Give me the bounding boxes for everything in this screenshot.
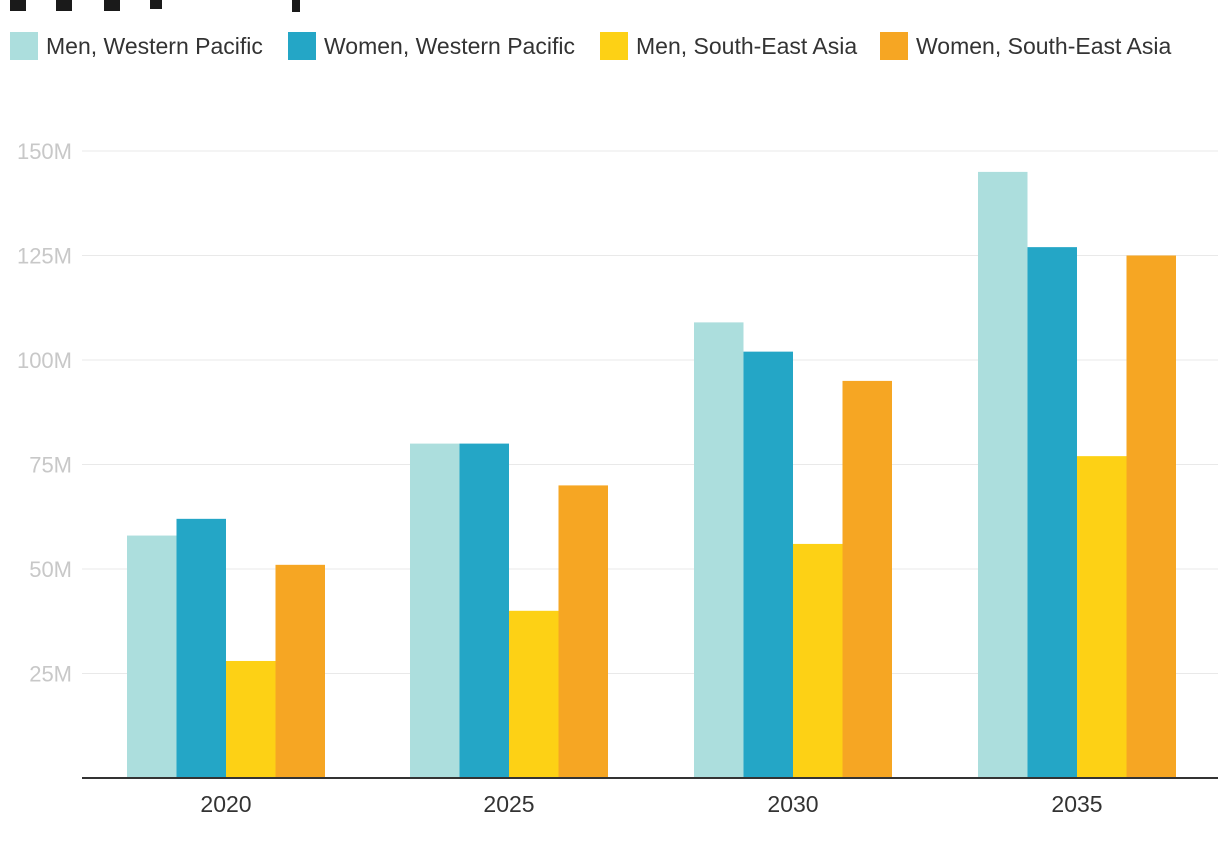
bar: [509, 610, 559, 778]
bar: [1126, 255, 1176, 778]
bar: [842, 380, 892, 778]
legend: Men, Western Pacific Women, Western Pacif…: [10, 32, 1171, 60]
y-tick-label: 50M: [29, 557, 72, 582]
legend-label: Men, Western Pacific: [46, 33, 263, 59]
bar: [459, 443, 509, 778]
bar: [558, 485, 608, 778]
bar: [793, 543, 843, 778]
y-tick-label: 150M: [17, 139, 72, 164]
bar: [1077, 456, 1127, 778]
bar: [694, 322, 744, 778]
y-tick-label: 25M: [29, 662, 72, 687]
legend-item: Men, Western Pacific: [10, 32, 263, 60]
bar: [743, 351, 793, 778]
y-tick-label: 125M: [17, 244, 72, 269]
y-tick-label: 100M: [17, 348, 72, 373]
x-tick-label: 2030: [767, 791, 818, 817]
bar: [410, 443, 460, 778]
legend-label: Women, Western Pacific: [324, 33, 575, 59]
legend-label: Women, South-East Asia: [916, 33, 1171, 59]
y-axis: 25M 50M 75M 100M 125M 150M: [17, 139, 72, 687]
bar: [275, 564, 325, 778]
y-tick-label: 75M: [29, 453, 72, 478]
legend-item: Men, South-East Asia: [600, 32, 857, 60]
x-tick-label: 2025: [483, 791, 534, 817]
legend-label: Men, South-East Asia: [636, 33, 857, 59]
x-tick-label: 2020: [200, 791, 251, 817]
bar: [127, 535, 177, 778]
legend-swatch: [10, 32, 38, 60]
bar: [978, 171, 1028, 778]
bars: [127, 171, 1176, 778]
bar: [226, 660, 276, 778]
x-axis: 2020 2025 2030 2035: [82, 777, 1218, 817]
legend-swatch: [880, 32, 908, 60]
legend-swatch: [600, 32, 628, 60]
bar: [1027, 247, 1077, 778]
legend-swatch: [288, 32, 316, 60]
legend-item: Women, Western Pacific: [288, 32, 575, 60]
legend-item: Women, South-East Asia: [880, 32, 1171, 60]
bar: [176, 518, 226, 778]
cut-off-title-fragment: [10, 0, 300, 12]
x-tick-label: 2035: [1051, 791, 1102, 817]
